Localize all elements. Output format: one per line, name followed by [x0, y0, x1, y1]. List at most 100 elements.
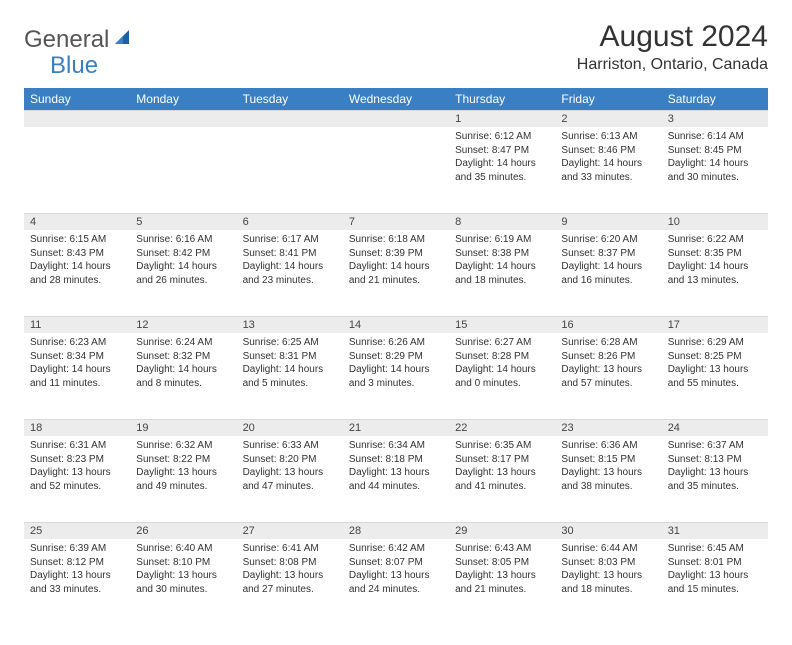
- calendar-cell: Sunrise: 6:16 AMSunset: 8:42 PMDaylight:…: [130, 230, 236, 316]
- calendar-cell: Sunrise: 6:14 AMSunset: 8:45 PMDaylight:…: [662, 127, 768, 213]
- day-number: 22: [449, 419, 555, 436]
- daylight-line: Daylight: 14 hours and 16 minutes.: [561, 260, 655, 287]
- calendar-cell: Sunrise: 6:13 AMSunset: 8:46 PMDaylight:…: [555, 127, 661, 213]
- calendar-cell: Sunrise: 6:43 AMSunset: 8:05 PMDaylight:…: [449, 539, 555, 625]
- day-number: 18: [24, 419, 130, 436]
- sunrise-line: Sunrise: 6:31 AM: [30, 439, 124, 453]
- sunset-line: Sunset: 8:26 PM: [561, 350, 655, 364]
- sunrise-line: Sunrise: 6:16 AM: [136, 233, 230, 247]
- day-number: [24, 110, 130, 127]
- calendar-cell: Sunrise: 6:44 AMSunset: 8:03 PMDaylight:…: [555, 539, 661, 625]
- daylight-line: Daylight: 13 hours and 18 minutes.: [561, 569, 655, 596]
- daylight-line: Daylight: 13 hours and 24 minutes.: [349, 569, 443, 596]
- sunset-line: Sunset: 8:07 PM: [349, 556, 443, 570]
- sunset-line: Sunset: 8:18 PM: [349, 453, 443, 467]
- calendar-cell: Sunrise: 6:34 AMSunset: 8:18 PMDaylight:…: [343, 436, 449, 522]
- calendar-cell: [343, 127, 449, 213]
- calendar-cell: Sunrise: 6:22 AMSunset: 8:35 PMDaylight:…: [662, 230, 768, 316]
- logo-sail-icon: [113, 28, 133, 53]
- sunset-line: Sunset: 8:31 PM: [243, 350, 337, 364]
- sunset-line: Sunset: 8:43 PM: [30, 247, 124, 261]
- sunset-line: Sunset: 8:15 PM: [561, 453, 655, 467]
- day-number: 8: [449, 213, 555, 230]
- sunrise-line: Sunrise: 6:39 AM: [30, 542, 124, 556]
- daylight-line: Daylight: 14 hours and 8 minutes.: [136, 363, 230, 390]
- calendar-cell: Sunrise: 6:24 AMSunset: 8:32 PMDaylight:…: [130, 333, 236, 419]
- header: General August 2024 Harriston, Ontario, …: [24, 20, 768, 74]
- sunset-line: Sunset: 8:46 PM: [561, 144, 655, 158]
- calendar-cell: Sunrise: 6:37 AMSunset: 8:13 PMDaylight:…: [662, 436, 768, 522]
- daylight-line: Daylight: 14 hours and 13 minutes.: [668, 260, 762, 287]
- sunrise-line: Sunrise: 6:25 AM: [243, 336, 337, 350]
- sunrise-line: Sunrise: 6:43 AM: [455, 542, 549, 556]
- sunrise-line: Sunrise: 6:36 AM: [561, 439, 655, 453]
- calendar-body: 123Sunrise: 6:12 AMSunset: 8:47 PMDaylig…: [24, 110, 768, 625]
- calendar-head: SundayMondayTuesdayWednesdayThursdayFrid…: [24, 88, 768, 110]
- sunset-line: Sunset: 8:20 PM: [243, 453, 337, 467]
- logo-text-blue: Blue: [50, 52, 98, 80]
- sunrise-line: Sunrise: 6:12 AM: [455, 130, 549, 144]
- sunrise-line: Sunrise: 6:15 AM: [30, 233, 124, 247]
- sunrise-line: Sunrise: 6:33 AM: [243, 439, 337, 453]
- day-number: 7: [343, 213, 449, 230]
- sunrise-line: Sunrise: 6:28 AM: [561, 336, 655, 350]
- sunset-line: Sunset: 8:37 PM: [561, 247, 655, 261]
- day-number: 11: [24, 316, 130, 333]
- daylight-line: Daylight: 14 hours and 3 minutes.: [349, 363, 443, 390]
- sunset-line: Sunset: 8:01 PM: [668, 556, 762, 570]
- sunrise-line: Sunrise: 6:44 AM: [561, 542, 655, 556]
- day-number: 27: [237, 522, 343, 539]
- daylight-line: Daylight: 13 hours and 33 minutes.: [30, 569, 124, 596]
- sunset-line: Sunset: 8:35 PM: [668, 247, 762, 261]
- sunset-line: Sunset: 8:17 PM: [455, 453, 549, 467]
- day-number: [130, 110, 236, 127]
- calendar-cell: [130, 127, 236, 213]
- calendar-cell: Sunrise: 6:28 AMSunset: 8:26 PMDaylight:…: [555, 333, 661, 419]
- calendar-table: SundayMondayTuesdayWednesdayThursdayFrid…: [24, 88, 768, 625]
- logo-text-general: General: [24, 26, 109, 54]
- calendar-cell: Sunrise: 6:31 AMSunset: 8:23 PMDaylight:…: [24, 436, 130, 522]
- weekday-header: Thursday: [449, 88, 555, 110]
- title-block: August 2024 Harriston, Ontario, Canada: [577, 20, 768, 74]
- calendar-cell: Sunrise: 6:25 AMSunset: 8:31 PMDaylight:…: [237, 333, 343, 419]
- daylight-line: Daylight: 14 hours and 33 minutes.: [561, 157, 655, 184]
- day-number: 9: [555, 213, 661, 230]
- sunset-line: Sunset: 8:41 PM: [243, 247, 337, 261]
- daylight-line: Daylight: 13 hours and 57 minutes.: [561, 363, 655, 390]
- logo: General: [24, 20, 135, 54]
- calendar-cell: Sunrise: 6:23 AMSunset: 8:34 PMDaylight:…: [24, 333, 130, 419]
- daylight-line: Daylight: 13 hours and 49 minutes.: [136, 466, 230, 493]
- sunrise-line: Sunrise: 6:13 AM: [561, 130, 655, 144]
- daylight-line: Daylight: 13 hours and 38 minutes.: [561, 466, 655, 493]
- calendar-cell: Sunrise: 6:39 AMSunset: 8:12 PMDaylight:…: [24, 539, 130, 625]
- daylight-line: Daylight: 14 hours and 30 minutes.: [668, 157, 762, 184]
- calendar-cell: Sunrise: 6:41 AMSunset: 8:08 PMDaylight:…: [237, 539, 343, 625]
- calendar-cell: Sunrise: 6:27 AMSunset: 8:28 PMDaylight:…: [449, 333, 555, 419]
- calendar-cell: Sunrise: 6:17 AMSunset: 8:41 PMDaylight:…: [237, 230, 343, 316]
- daylight-line: Daylight: 14 hours and 0 minutes.: [455, 363, 549, 390]
- sunrise-line: Sunrise: 6:17 AM: [243, 233, 337, 247]
- day-number: 1: [449, 110, 555, 127]
- day-number: 28: [343, 522, 449, 539]
- weekday-header: Friday: [555, 88, 661, 110]
- sunset-line: Sunset: 8:47 PM: [455, 144, 549, 158]
- day-number: 26: [130, 522, 236, 539]
- sunset-line: Sunset: 8:39 PM: [349, 247, 443, 261]
- daylight-line: Daylight: 14 hours and 11 minutes.: [30, 363, 124, 390]
- sunset-line: Sunset: 8:13 PM: [668, 453, 762, 467]
- daylight-line: Daylight: 13 hours and 55 minutes.: [668, 363, 762, 390]
- sunrise-line: Sunrise: 6:42 AM: [349, 542, 443, 556]
- sunset-line: Sunset: 8:34 PM: [30, 350, 124, 364]
- daylight-line: Daylight: 13 hours and 30 minutes.: [136, 569, 230, 596]
- day-number: 24: [662, 419, 768, 436]
- daylight-line: Daylight: 14 hours and 28 minutes.: [30, 260, 124, 287]
- daylight-line: Daylight: 13 hours and 35 minutes.: [668, 466, 762, 493]
- day-number: 29: [449, 522, 555, 539]
- sunrise-line: Sunrise: 6:34 AM: [349, 439, 443, 453]
- day-number: 30: [555, 522, 661, 539]
- sunrise-line: Sunrise: 6:19 AM: [455, 233, 549, 247]
- sunrise-line: Sunrise: 6:18 AM: [349, 233, 443, 247]
- weekday-header: Saturday: [662, 88, 768, 110]
- day-number: 31: [662, 522, 768, 539]
- calendar-cell: Sunrise: 6:15 AMSunset: 8:43 PMDaylight:…: [24, 230, 130, 316]
